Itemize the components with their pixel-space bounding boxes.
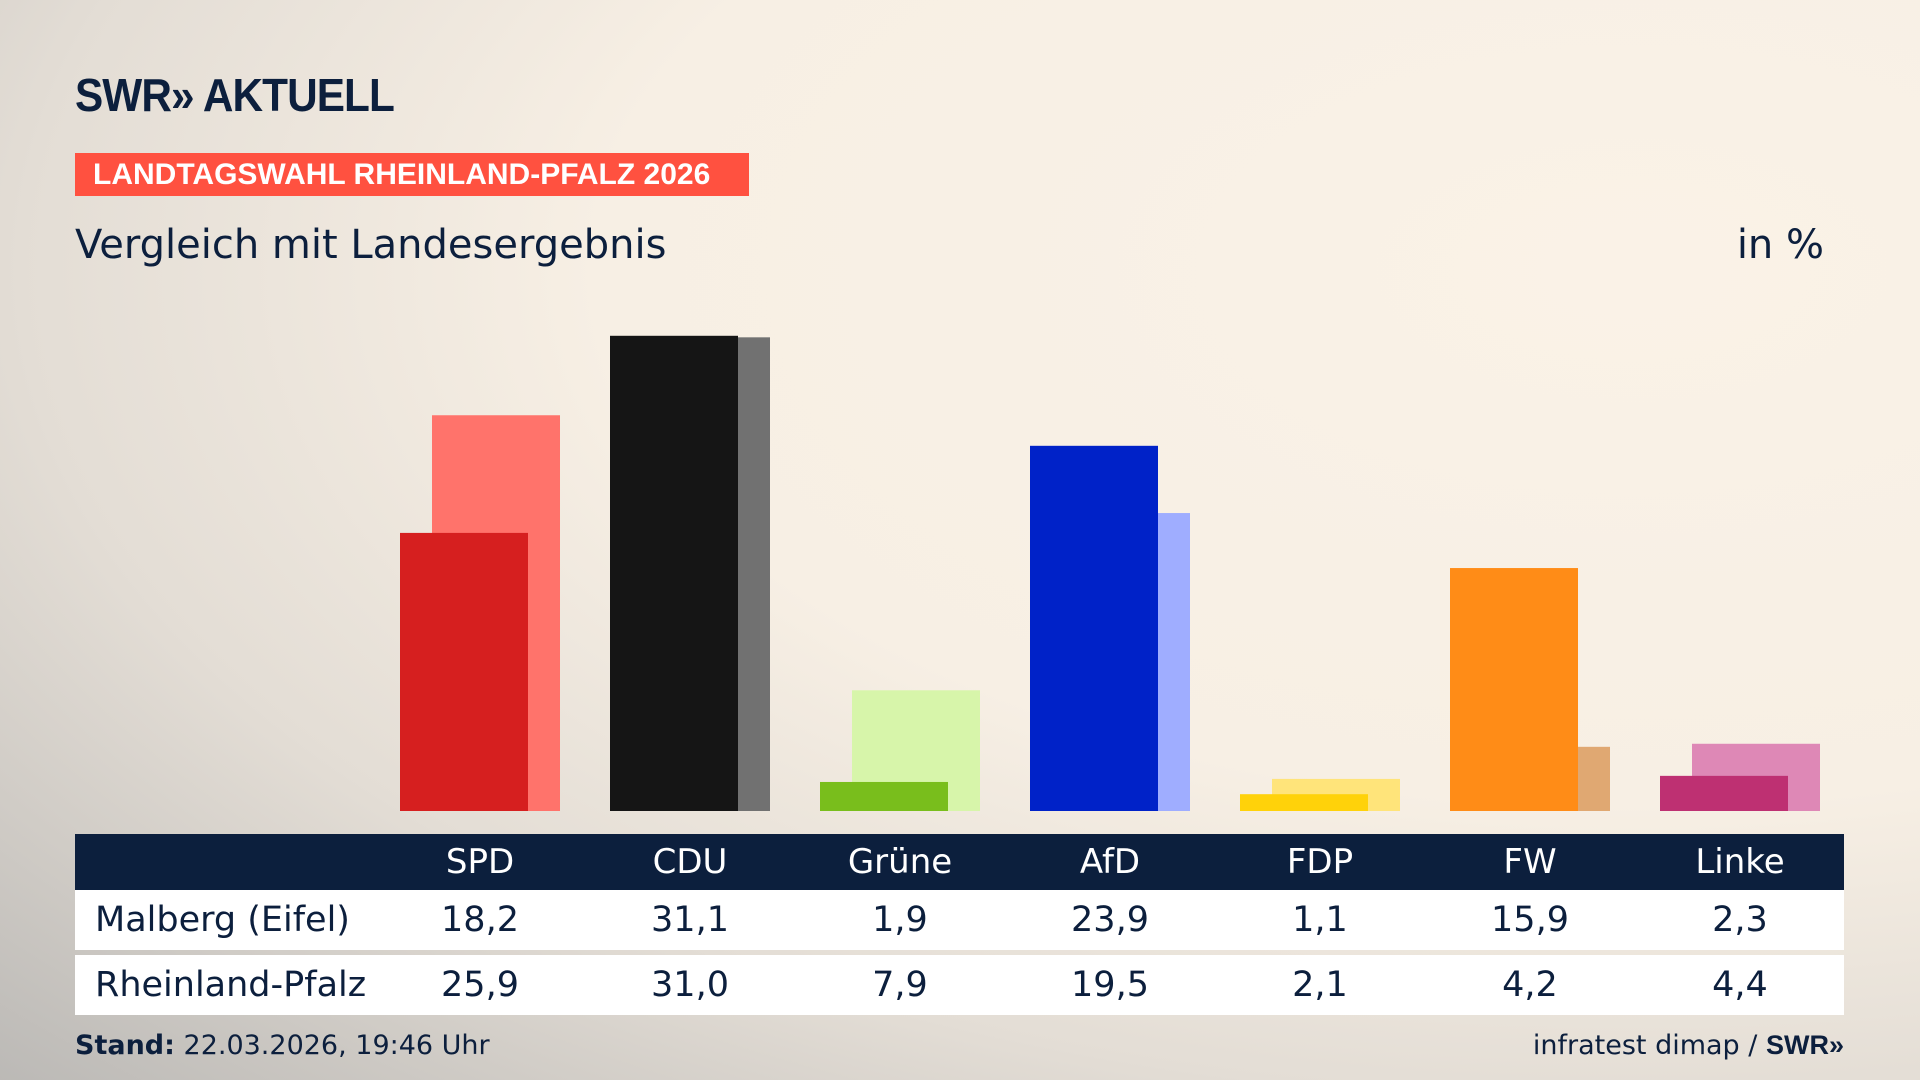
bar-afd-local: [1030, 445, 1158, 811]
source: infratest dimap / SWR»: [1533, 1030, 1844, 1061]
value-cell: 23,9: [1071, 900, 1149, 940]
party-label: Grüne: [847, 842, 953, 882]
swr-logo: SWR»: [1765, 1030, 1844, 1060]
bar-linke-local: [1660, 775, 1788, 811]
source-text: infratest dimap /: [1532, 1030, 1758, 1061]
row-label: Malberg (Eifel): [95, 900, 350, 940]
value-cell: 7,9: [872, 965, 928, 1005]
value-cell: 31,1: [651, 900, 729, 940]
value-cell: 25,9: [441, 965, 519, 1005]
election-banner: LANDTAGSWAHL RHEINLAND-PFALZ 2026: [75, 153, 749, 196]
party-label: AfD: [1079, 842, 1141, 882]
table-header: SPD CDU Grüne AfD FDP FW Linke: [75, 834, 1844, 890]
value-cell: 31,0: [651, 965, 729, 1005]
value-cell: 2,3: [1712, 900, 1768, 940]
value-cell: 1,9: [872, 900, 928, 940]
bar-grüne-local: [820, 781, 948, 811]
chart-subtitle: Vergleich mit Landesergebnis: [75, 222, 667, 268]
value-cell: 4,4: [1712, 965, 1768, 1005]
bar-cdu-local: [610, 335, 738, 811]
value-cell: 18,2: [441, 900, 519, 940]
stand-value: 22.03.2026, 19:46 Uhr: [183, 1030, 490, 1061]
party-label: FDP: [1286, 842, 1354, 882]
unit-label: in %: [1736, 222, 1824, 268]
row-label: Rheinland-Pfalz: [95, 965, 367, 1005]
party-label: FW: [1503, 842, 1557, 882]
value-cell: 2,1: [1292, 965, 1348, 1005]
bar-fw-local: [1450, 568, 1578, 811]
value-cell: 15,9: [1491, 900, 1569, 940]
value-cell: 1,1: [1292, 900, 1348, 940]
bar-fdp-local: [1240, 794, 1368, 811]
table-row: Rheinland-Pfalz 25,9 31,0 7,9 19,5 2,1 4,2 4,4: [75, 955, 1844, 1015]
bar-spd-local: [400, 532, 528, 811]
value-cell: 19,5: [1071, 965, 1149, 1005]
stand-label: Stand:: [75, 1030, 175, 1061]
swr-aktuell-logo: SWR» AKTUELL: [75, 69, 395, 121]
party-label: SPD: [445, 842, 515, 882]
party-label: Linke: [1695, 842, 1785, 882]
party-label: CDU: [652, 842, 728, 882]
table-row: Malberg (Eifel) 18,2 31,1 1,9 23,9 1,1 15,9 2,…: [75, 890, 1844, 950]
value-cell: 4,2: [1502, 965, 1558, 1005]
bar-chart: [400, 335, 1820, 811]
timestamp: Stand: 22.03.2026, 19:46 Uhr: [75, 1030, 490, 1061]
